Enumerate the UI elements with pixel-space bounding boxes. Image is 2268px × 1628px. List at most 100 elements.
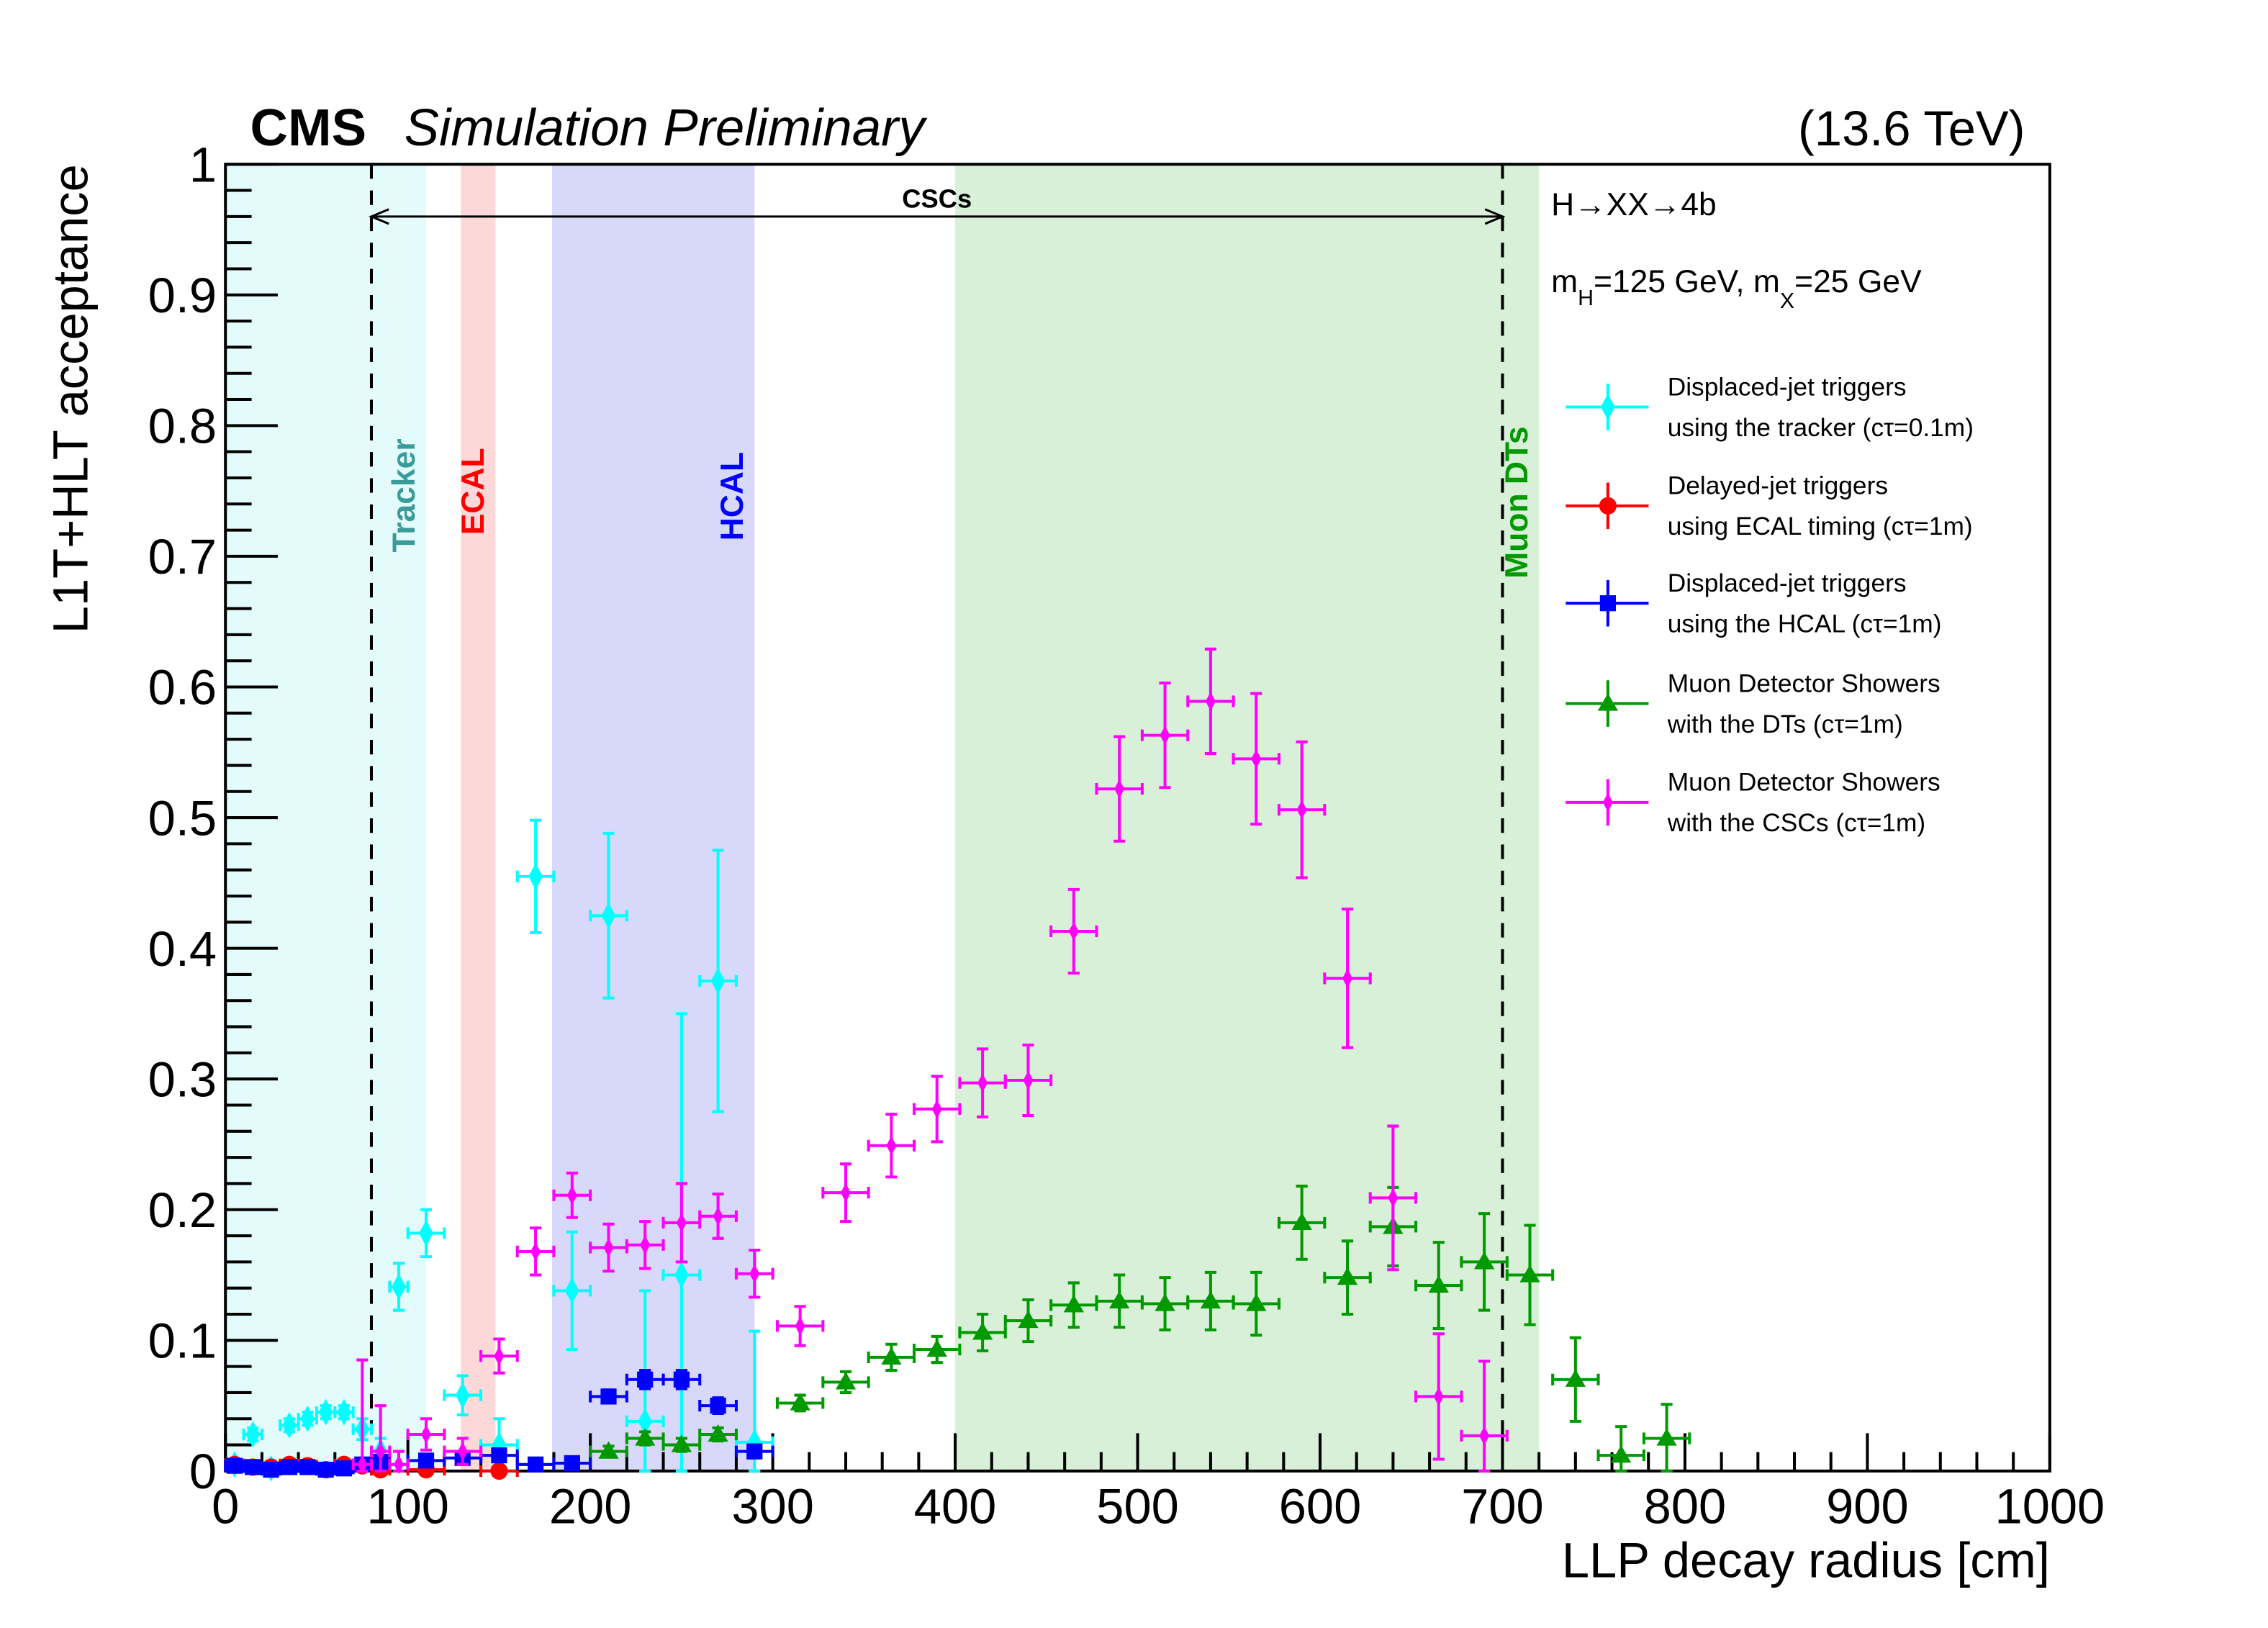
data-point bbox=[790, 1393, 810, 1411]
data-point bbox=[528, 863, 543, 890]
legend-entry: Muon Detector Showers with the CSCs (cτ=1… bbox=[1566, 769, 1941, 837]
data-point bbox=[226, 1457, 243, 1474]
data-point bbox=[1200, 1290, 1221, 1308]
x-axis-label: LLP decay radius [cm] bbox=[1562, 1532, 2050, 1588]
data-point bbox=[357, 1455, 368, 1474]
data-point bbox=[245, 1459, 261, 1475]
legend-label: using the HCAL (cτ=1m) bbox=[1668, 610, 1942, 638]
data-point bbox=[1611, 1444, 1632, 1463]
legend-label: Displaced-jet triggers bbox=[1668, 373, 1907, 401]
process-label: H→XX→4b bbox=[1551, 187, 1717, 222]
data-point bbox=[1018, 1310, 1039, 1329]
masses-label: mH=125 GeV, mX=25 GeV bbox=[1551, 264, 1922, 313]
cms-label: CMS bbox=[250, 99, 367, 157]
x-tick-label: 600 bbox=[1279, 1479, 1362, 1534]
region-label-ecal: ECAL bbox=[456, 448, 491, 535]
region-muon-dts bbox=[955, 164, 1540, 1471]
data-point bbox=[1296, 800, 1307, 820]
data-point bbox=[1337, 1267, 1358, 1285]
legend-label: Muon Detector Showers bbox=[1668, 769, 1941, 797]
data-point bbox=[1656, 1428, 1677, 1446]
data-point bbox=[1433, 1387, 1444, 1406]
arrow-heads-icon bbox=[369, 208, 1506, 225]
x-tick-label: 1000 bbox=[1995, 1479, 2105, 1534]
y-tick-label: 0.7 bbox=[148, 529, 217, 584]
data-point bbox=[926, 1339, 947, 1357]
data-point bbox=[455, 1382, 470, 1408]
data-point bbox=[317, 1461, 334, 1478]
x-tick-label: 300 bbox=[731, 1479, 814, 1534]
x-tick-label: 900 bbox=[1826, 1479, 1909, 1534]
y-axis-label: L1T+HLT acceptance bbox=[42, 164, 98, 633]
data-point bbox=[1565, 1369, 1586, 1387]
legend-marker-icon bbox=[1599, 595, 1617, 612]
data-point bbox=[640, 1235, 651, 1254]
data-point bbox=[1160, 725, 1170, 745]
data-point bbox=[335, 1460, 353, 1477]
legend-label: using ECAL timing (cτ=1m) bbox=[1668, 512, 1973, 541]
data-point bbox=[1291, 1212, 1312, 1231]
x-tick-label: 700 bbox=[1461, 1479, 1544, 1534]
data-point bbox=[1063, 1295, 1084, 1313]
data-point bbox=[710, 967, 726, 995]
data-point bbox=[1519, 1265, 1540, 1283]
data-point bbox=[263, 1461, 279, 1478]
data-point bbox=[1205, 692, 1216, 711]
data-point bbox=[1473, 1252, 1495, 1270]
data-point bbox=[1109, 1290, 1130, 1308]
data-point bbox=[337, 1398, 351, 1426]
data-point bbox=[886, 1136, 897, 1155]
legend-entry: Displaced-jet triggers using the HCAL (cτ… bbox=[1566, 569, 1942, 638]
data-point bbox=[708, 1424, 728, 1442]
y-tick-label: 0 bbox=[189, 1444, 217, 1499]
x-tick-label: 200 bbox=[549, 1479, 632, 1534]
data-point bbox=[494, 1346, 505, 1366]
legend-marker-icon bbox=[1601, 394, 1615, 420]
status-label: Simulation Preliminary bbox=[405, 99, 928, 157]
data-point bbox=[299, 1459, 316, 1475]
data-point bbox=[674, 1262, 689, 1288]
y-tick-label: 0.2 bbox=[148, 1182, 217, 1238]
y-tick-label: 0.1 bbox=[148, 1313, 217, 1369]
data-point bbox=[419, 1220, 433, 1247]
x-tick-label: 0 bbox=[212, 1479, 239, 1534]
legend-marker-icon bbox=[1597, 693, 1619, 711]
data-point bbox=[795, 1316, 805, 1336]
y-tick-label: 0.9 bbox=[148, 268, 217, 323]
legend-label: with the DTs (cτ=1m) bbox=[1667, 710, 1903, 738]
legend-label: Displaced-jet triggers bbox=[1668, 569, 1907, 597]
data-point bbox=[835, 1372, 857, 1390]
x-tick-label: 800 bbox=[1644, 1479, 1727, 1534]
data-point bbox=[635, 1428, 656, 1446]
legend: Displaced-jet triggers using the tracker … bbox=[1566, 373, 1974, 837]
x-tick-label: 400 bbox=[914, 1479, 997, 1534]
csc-label: CSCs bbox=[902, 184, 972, 214]
data-point bbox=[564, 1455, 580, 1472]
legend-marker-icon bbox=[1599, 497, 1617, 515]
data-point bbox=[1479, 1426, 1490, 1445]
data-point bbox=[1388, 1188, 1399, 1208]
data-point bbox=[1155, 1293, 1175, 1311]
region-label-tracker: Tracker bbox=[387, 438, 422, 552]
data-point bbox=[598, 1441, 619, 1459]
legend-label: with the CSCs (cτ=1m) bbox=[1667, 809, 1925, 837]
y-tick-label: 0.4 bbox=[148, 921, 217, 977]
data-point bbox=[931, 1099, 942, 1119]
data-point bbox=[491, 1447, 507, 1464]
region-ecal bbox=[461, 164, 496, 1471]
data-point bbox=[490, 1462, 508, 1480]
data-point bbox=[1342, 969, 1353, 988]
data-point bbox=[420, 1424, 432, 1444]
region-label-hcal: HCAL bbox=[715, 452, 750, 541]
data-point bbox=[881, 1347, 902, 1365]
y-tick-label: 1 bbox=[189, 137, 217, 192]
data-point bbox=[392, 1273, 406, 1301]
region-hcal bbox=[551, 164, 755, 1471]
y-tick-label: 0.5 bbox=[148, 790, 217, 846]
data-point bbox=[1023, 1070, 1034, 1090]
energy-label: (13.6 TeV) bbox=[1798, 101, 2025, 156]
data-point bbox=[840, 1183, 851, 1203]
region-label-muon-dts: Muon DTs bbox=[1499, 426, 1535, 578]
legend-entry: Displaced-jet triggers using the tracker … bbox=[1566, 373, 1974, 442]
legend-label: Muon Detector Showers bbox=[1668, 669, 1941, 697]
